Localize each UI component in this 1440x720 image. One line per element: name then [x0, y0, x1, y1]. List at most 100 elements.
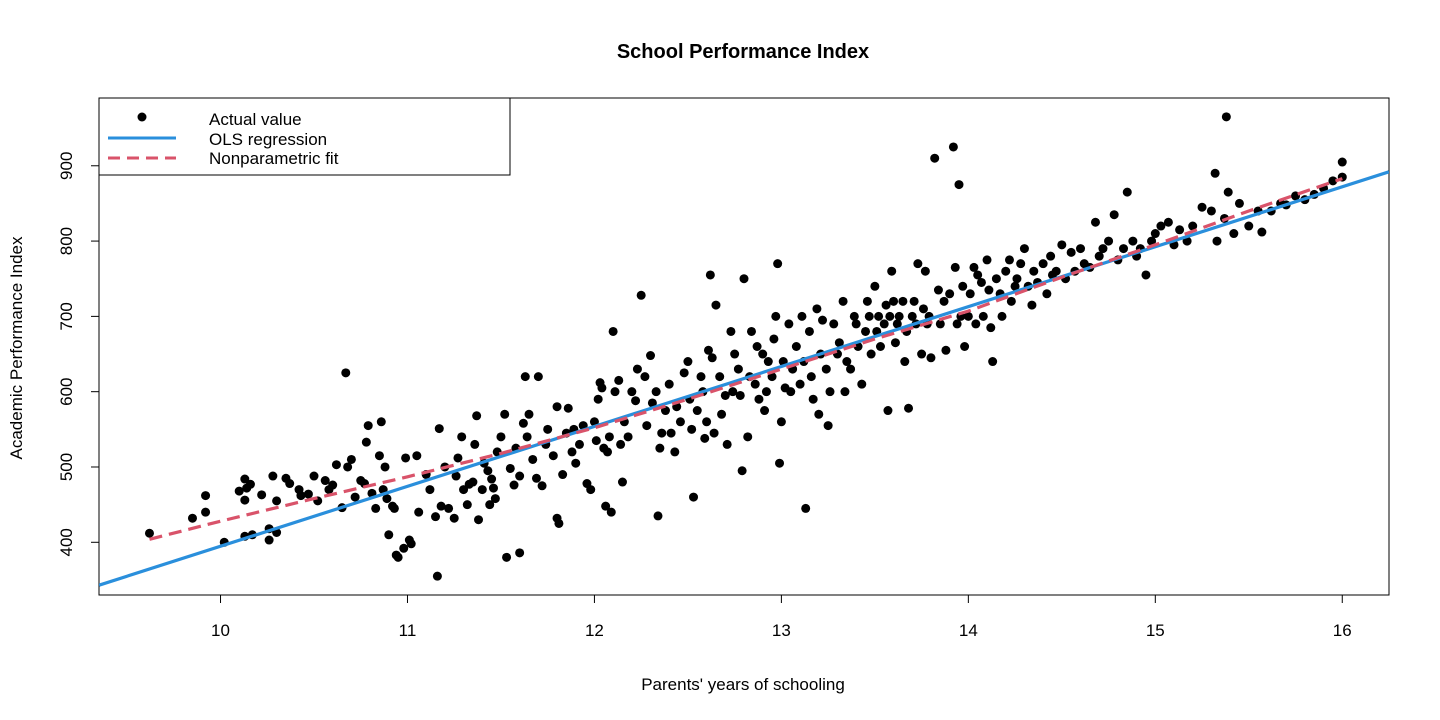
y-tick-label: 400	[57, 528, 76, 556]
legend-point-marker	[137, 112, 147, 122]
data-point	[1229, 229, 1239, 239]
data-point	[954, 180, 964, 190]
data-point	[655, 443, 665, 453]
data-point	[683, 357, 693, 367]
data-point	[786, 387, 796, 397]
data-point	[939, 296, 949, 306]
data-point	[913, 259, 923, 269]
data-point	[245, 479, 255, 489]
data-point	[651, 387, 661, 397]
data-point	[1212, 236, 1222, 246]
data-point	[341, 368, 351, 378]
data-point	[614, 375, 624, 385]
data-point	[1029, 266, 1039, 276]
data-point	[500, 409, 510, 419]
data-point	[806, 372, 816, 382]
data-point	[268, 471, 278, 481]
data-point	[795, 379, 805, 389]
data-point	[728, 387, 738, 397]
data-point	[883, 406, 893, 416]
data-point	[973, 270, 983, 280]
data-point	[1066, 247, 1076, 257]
data-point	[986, 323, 996, 333]
data-point	[1221, 112, 1231, 122]
data-point	[904, 403, 914, 413]
data-point	[769, 334, 779, 344]
data-point	[894, 311, 904, 321]
data-point	[608, 326, 618, 336]
data-point	[425, 485, 435, 495]
data-point	[978, 311, 988, 321]
data-point	[814, 409, 824, 419]
data-point	[1175, 225, 1185, 235]
data-point	[1104, 236, 1114, 246]
data-point	[346, 454, 356, 464]
data-point	[763, 357, 773, 367]
data-point	[881, 300, 891, 310]
data-point	[775, 458, 785, 468]
data-point	[743, 432, 753, 442]
data-point	[709, 428, 719, 438]
data-point	[1244, 221, 1254, 231]
data-point	[1328, 176, 1338, 186]
lines-layer	[99, 170, 1389, 587]
data-point	[488, 483, 498, 493]
data-point	[1150, 229, 1160, 239]
data-point	[870, 281, 880, 291]
data-point	[374, 451, 384, 461]
data-point	[537, 481, 547, 491]
data-point	[331, 460, 341, 470]
data-point	[675, 417, 685, 427]
data-point	[941, 345, 951, 355]
data-point	[1188, 221, 1198, 231]
data-point	[1234, 198, 1244, 208]
data-point	[889, 296, 899, 306]
data-point	[818, 315, 828, 325]
data-point	[720, 390, 730, 400]
data-point	[604, 432, 614, 442]
x-axis: 10 11 12 13 14 15 16	[211, 595, 1352, 640]
data-point	[240, 495, 250, 505]
data-point	[496, 432, 506, 442]
data-point	[722, 439, 732, 449]
data-point	[670, 447, 680, 457]
data-point	[909, 296, 919, 306]
data-point	[524, 409, 534, 419]
data-point	[982, 255, 992, 265]
data-point	[717, 409, 727, 419]
plot-frame	[98, 97, 1390, 596]
data-point	[892, 319, 902, 329]
data-point	[485, 500, 495, 510]
x-axis-label: Parents' years of schooling	[641, 675, 845, 694]
data-point	[1094, 251, 1104, 261]
data-point	[1141, 270, 1151, 280]
data-point	[509, 480, 519, 490]
data-point	[552, 402, 562, 412]
data-point	[376, 417, 386, 427]
y-tick-label: 500	[57, 453, 76, 481]
data-point	[414, 507, 424, 517]
data-point	[700, 433, 710, 443]
data-point	[384, 530, 394, 540]
data-point	[457, 432, 467, 442]
data-point	[846, 364, 856, 374]
data-point	[548, 451, 558, 461]
legend-label-nonparametric: Nonparametric fit	[209, 149, 339, 168]
x-tick-label: 13	[772, 621, 791, 640]
data-point	[963, 311, 973, 321]
data-point	[890, 338, 900, 348]
data-point	[380, 462, 390, 472]
data-point	[303, 489, 313, 499]
data-point	[935, 319, 945, 329]
data-point	[804, 326, 814, 336]
data-point	[436, 501, 446, 511]
data-point	[264, 535, 274, 545]
data-point	[468, 477, 478, 487]
data-point	[689, 492, 699, 502]
data-point	[664, 379, 674, 389]
data-point	[1122, 187, 1132, 197]
data-point	[692, 406, 702, 416]
data-point	[825, 387, 835, 397]
data-point	[918, 304, 928, 314]
